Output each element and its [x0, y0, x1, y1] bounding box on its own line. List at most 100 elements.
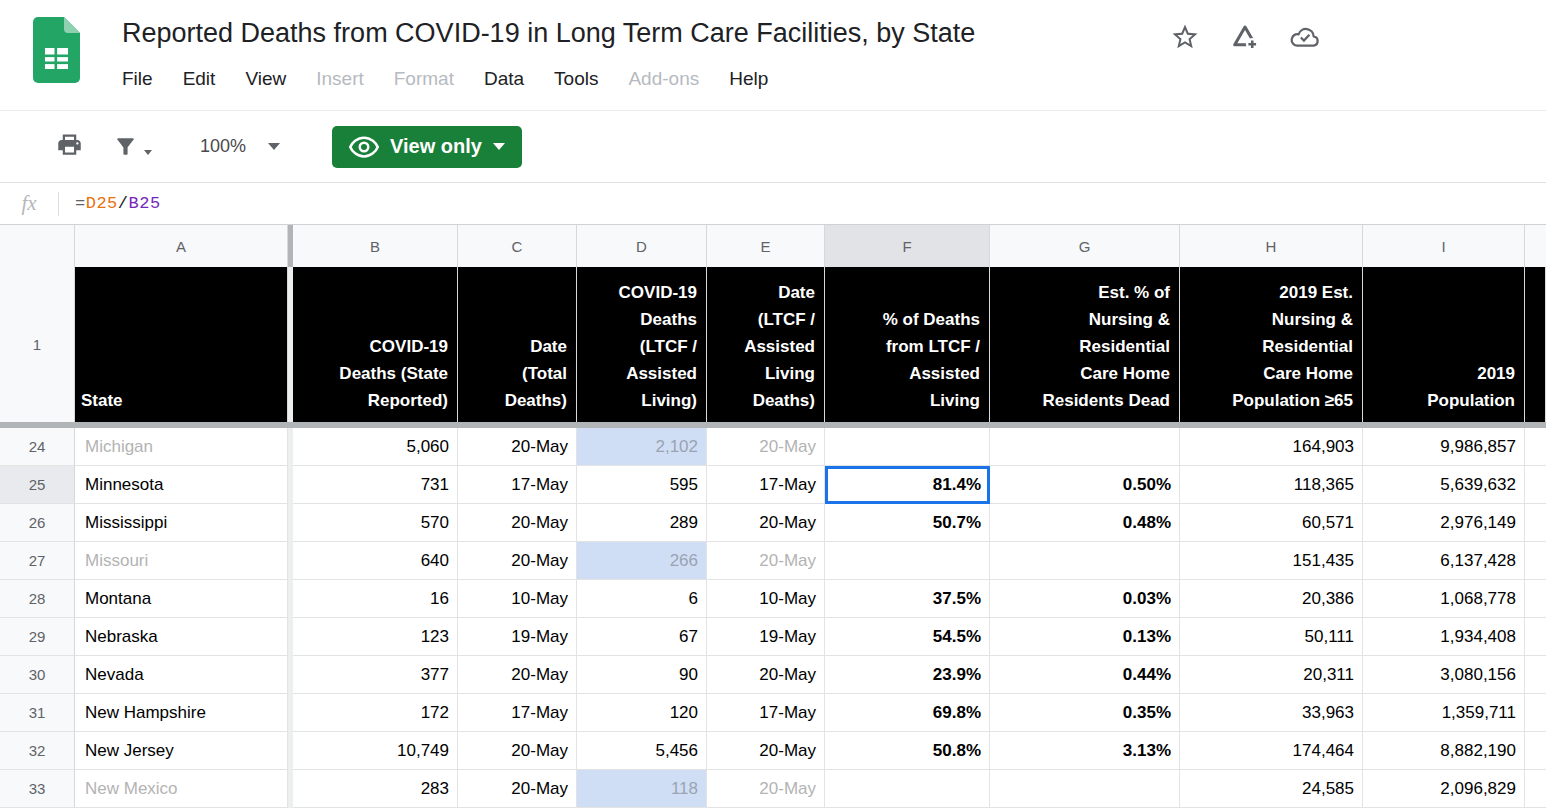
select-all-corner[interactable] — [0, 225, 75, 267]
cell-c32[interactable]: 20-May — [458, 732, 577, 770]
cell-b32[interactable]: 10,749 — [293, 732, 458, 770]
column-header-c[interactable]: C — [458, 225, 577, 267]
view-only-button[interactable]: View only — [332, 126, 522, 168]
row-header-24[interactable]: 24 — [0, 428, 75, 466]
row-header-27[interactable]: 27 — [0, 542, 75, 580]
cell-e31[interactable]: 17-May — [707, 694, 825, 732]
cell-i33[interactable]: 2,096,829 — [1363, 770, 1525, 808]
row-header-31[interactable]: 31 — [0, 694, 75, 732]
formula-input[interactable]: =D25/B25 — [75, 194, 161, 213]
cell-a26[interactable]: Mississippi — [75, 504, 288, 542]
cell-a28[interactable]: Montana — [75, 580, 288, 618]
column-header-e[interactable]: E — [707, 225, 825, 267]
cell-partial-28[interactable] — [1525, 580, 1546, 618]
cell-partial-30[interactable] — [1525, 656, 1546, 694]
menu-view[interactable]: View — [245, 68, 286, 90]
cell-partial-27[interactable] — [1525, 542, 1546, 580]
cell-partial-31[interactable] — [1525, 694, 1546, 732]
cell-f32[interactable]: 50.8% — [825, 732, 990, 770]
header-cell-b1[interactable]: COVID-19 Deaths (State Reported) — [293, 267, 458, 422]
cell-c26[interactable]: 20-May — [458, 504, 577, 542]
column-header-d[interactable]: D — [577, 225, 707, 267]
cell-h32[interactable]: 174,464 — [1180, 732, 1363, 770]
cell-h24[interactable]: 164,903 — [1180, 428, 1363, 466]
cell-i27[interactable]: 6,137,428 — [1363, 542, 1525, 580]
cell-c29[interactable]: 19-May — [458, 618, 577, 656]
filter-dropdown-caret[interactable] — [144, 150, 152, 155]
cell-f30[interactable]: 23.9% — [825, 656, 990, 694]
cell-f28[interactable]: 37.5% — [825, 580, 990, 618]
cell-b24[interactable]: 5,060 — [293, 428, 458, 466]
cell-e30[interactable]: 20-May — [707, 656, 825, 694]
cell-g33[interactable] — [990, 770, 1180, 808]
cell-b25[interactable]: 731 — [293, 466, 458, 504]
cell-c28[interactable]: 10-May — [458, 580, 577, 618]
cell-h28[interactable]: 20,386 — [1180, 580, 1363, 618]
cell-g25[interactable]: 0.50% — [990, 466, 1180, 504]
cell-b28[interactable]: 16 — [293, 580, 458, 618]
column-header-g[interactable]: G — [990, 225, 1180, 267]
cell-a24[interactable]: Michigan — [75, 428, 288, 466]
cell-a33[interactable]: New Mexico — [75, 770, 288, 808]
row-header-29[interactable]: 29 — [0, 618, 75, 656]
cell-d29[interactable]: 67 — [577, 618, 707, 656]
header-cell-d1[interactable]: COVID-19 Deaths (LTCF / Assisted Living) — [577, 267, 707, 422]
row-header-1[interactable]: 1 — [0, 267, 75, 422]
print-icon[interactable] — [55, 131, 84, 162]
cell-h27[interactable]: 151,435 — [1180, 542, 1363, 580]
cell-i30[interactable]: 3,080,156 — [1363, 656, 1525, 694]
cell-e29[interactable]: 19-May — [707, 618, 825, 656]
cell-d32[interactable]: 5,456 — [577, 732, 707, 770]
cell-g32[interactable]: 3.13% — [990, 732, 1180, 770]
cell-d26[interactable]: 289 — [577, 504, 707, 542]
cell-h29[interactable]: 50,111 — [1180, 618, 1363, 656]
row-header-33[interactable]: 33 — [0, 770, 75, 808]
cell-i26[interactable]: 2,976,149 — [1363, 504, 1525, 542]
cell-d30[interactable]: 90 — [577, 656, 707, 694]
cell-h26[interactable]: 60,571 — [1180, 504, 1363, 542]
cell-b30[interactable]: 377 — [293, 656, 458, 694]
cell-a30[interactable]: Nevada — [75, 656, 288, 694]
cell-c31[interactable]: 17-May — [458, 694, 577, 732]
cell-c33[interactable]: 20-May — [458, 770, 577, 808]
cell-g27[interactable] — [990, 542, 1180, 580]
cell-g28[interactable]: 0.03% — [990, 580, 1180, 618]
header-cell-c1[interactable]: Date (Total Deaths) — [458, 267, 577, 422]
cloud-saved-icon[interactable] — [1288, 20, 1322, 54]
menu-file[interactable]: File — [122, 68, 153, 90]
menu-help[interactable]: Help — [729, 68, 768, 90]
cell-f29[interactable]: 54.5% — [825, 618, 990, 656]
row-header-28[interactable]: 28 — [0, 580, 75, 618]
cell-e32[interactable]: 20-May — [707, 732, 825, 770]
cell-i32[interactable]: 8,882,190 — [1363, 732, 1525, 770]
cell-a27[interactable]: Missouri — [75, 542, 288, 580]
cell-i25[interactable]: 5,639,632 — [1363, 466, 1525, 504]
cell-b31[interactable]: 172 — [293, 694, 458, 732]
cell-a25[interactable]: Minnesota — [75, 466, 288, 504]
cell-d28[interactable]: 6 — [577, 580, 707, 618]
header-cell-a1[interactable]: State — [75, 267, 288, 422]
cell-h30[interactable]: 20,311 — [1180, 656, 1363, 694]
cell-g29[interactable]: 0.13% — [990, 618, 1180, 656]
column-header-h[interactable]: H — [1180, 225, 1363, 267]
row-header-26[interactable]: 26 — [0, 504, 75, 542]
cell-b27[interactable]: 640 — [293, 542, 458, 580]
cell-f26[interactable]: 50.7% — [825, 504, 990, 542]
cell-partial-24[interactable] — [1525, 428, 1546, 466]
cell-e25[interactable]: 17-May — [707, 466, 825, 504]
cell-partial-26[interactable] — [1525, 504, 1546, 542]
cell-c24[interactable]: 20-May — [458, 428, 577, 466]
cell-h25[interactable]: 118,365 — [1180, 466, 1363, 504]
cell-f27[interactable] — [825, 542, 990, 580]
cell-h31[interactable]: 33,963 — [1180, 694, 1363, 732]
cell-f31[interactable]: 69.8% — [825, 694, 990, 732]
menu-edit[interactable]: Edit — [183, 68, 216, 90]
cell-e27[interactable]: 20-May — [707, 542, 825, 580]
cell-i24[interactable]: 9,986,857 — [1363, 428, 1525, 466]
column-header-i[interactable]: I — [1363, 225, 1525, 267]
document-title[interactable]: Reported Deaths from COVID-19 in Long Te… — [122, 18, 975, 49]
header-cell-e1[interactable]: Date (LTCF / Assisted Living Deaths) — [707, 267, 825, 422]
cell-b33[interactable]: 283 — [293, 770, 458, 808]
cell-partial-32[interactable] — [1525, 732, 1546, 770]
cell-e28[interactable]: 10-May — [707, 580, 825, 618]
